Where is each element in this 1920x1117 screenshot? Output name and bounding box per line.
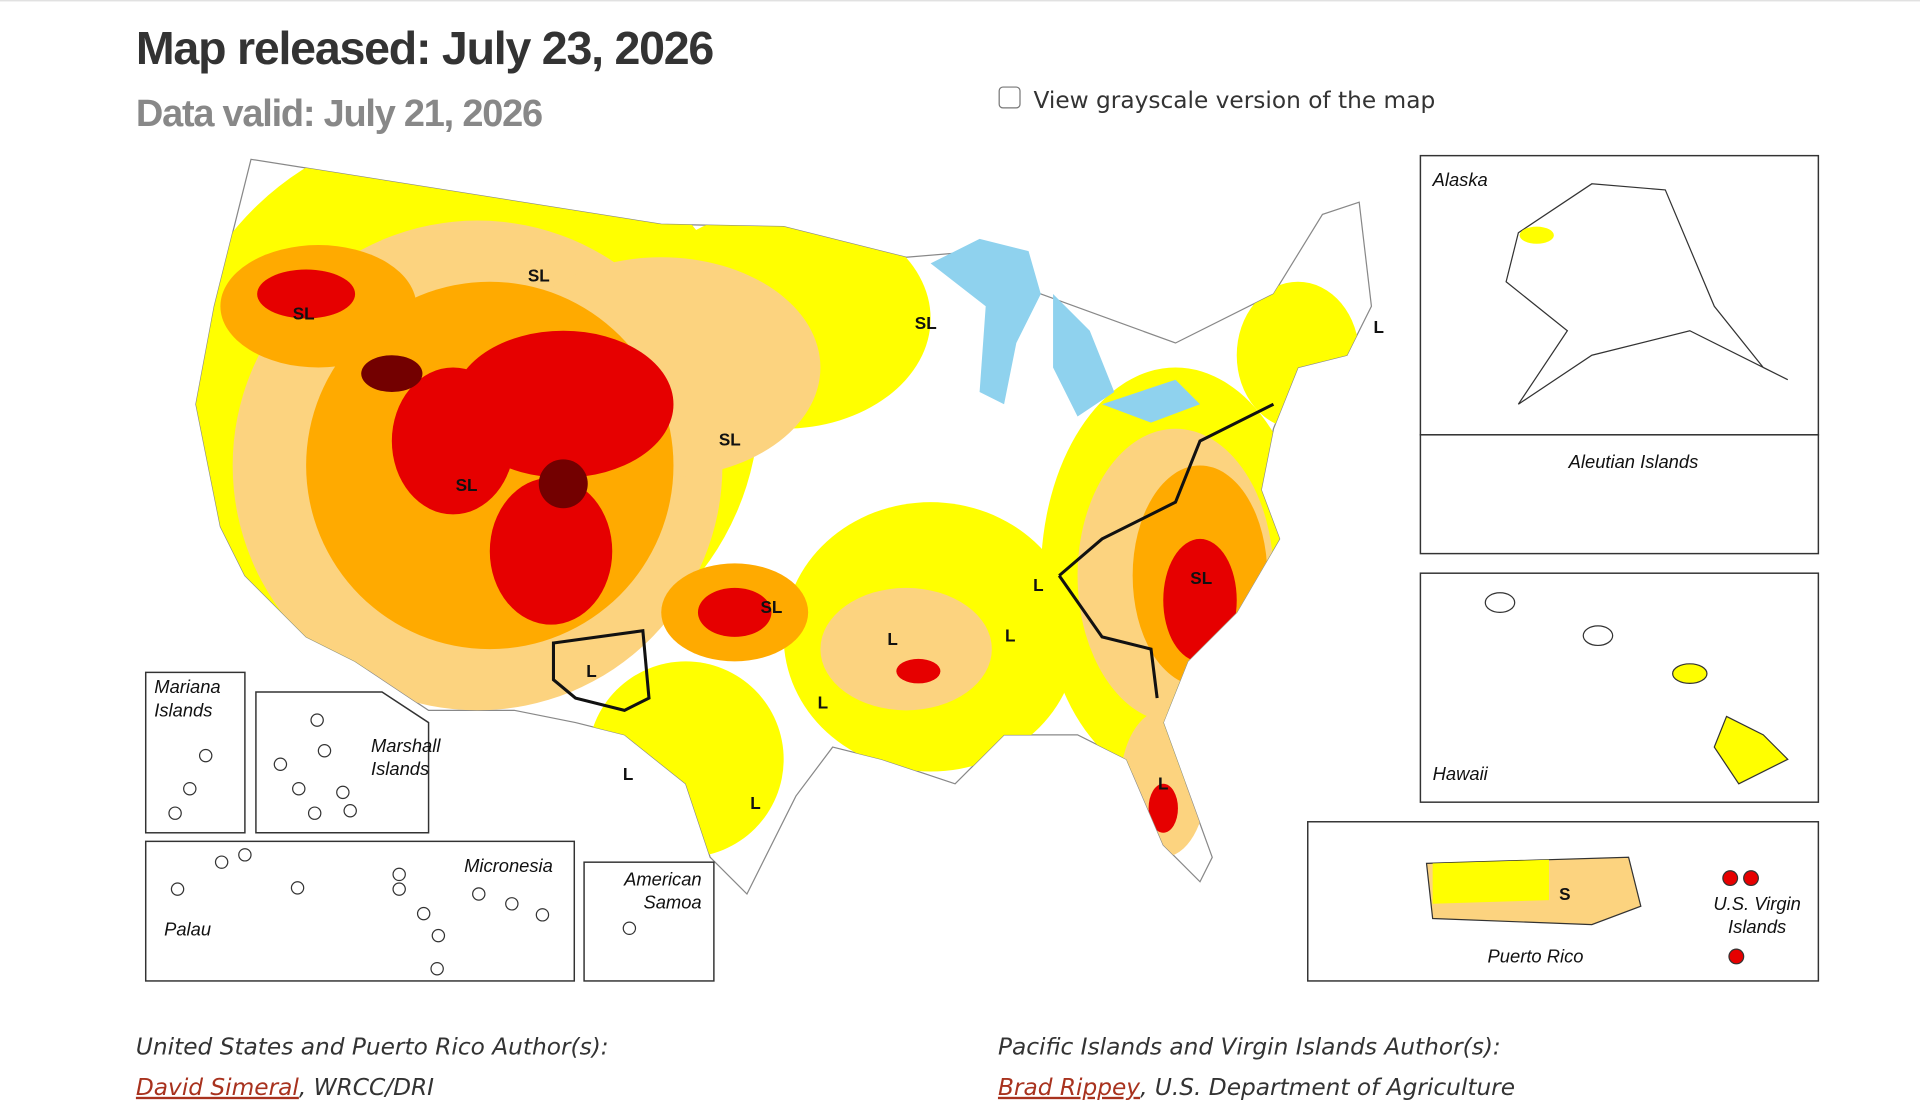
drought-area <box>1519 226 1554 244</box>
island <box>1743 870 1759 887</box>
impact-boundary <box>1057 402 1275 699</box>
inset-label: U.S. Virgin Islands <box>1713 893 1800 937</box>
inset-label: Marshall Islands <box>371 735 441 779</box>
inset-label: Micronesia <box>464 855 553 876</box>
author-heading: United States and Puerto Rico Author(s): <box>136 1033 609 1060</box>
island <box>1672 663 1708 685</box>
impact-label: SL <box>719 429 741 449</box>
author-link[interactable]: Brad Rippey <box>998 1074 1141 1101</box>
mariana-inset <box>144 671 246 834</box>
impact-label: L <box>1158 774 1168 794</box>
impact-label: L <box>1374 317 1384 337</box>
checkbox-label[interactable]: View grayscale version of the map <box>1033 87 1435 114</box>
inset-label-line: Mariana <box>154 676 220 697</box>
inset-label: Alaska <box>1432 169 1488 190</box>
impact-label: SL <box>456 475 478 495</box>
page-title: Map released: July 23, 2026 <box>136 22 714 74</box>
aleutian-inset <box>1419 434 1820 555</box>
grayscale-toggle[interactable]: View grayscale version of the map <box>998 86 1435 114</box>
impact-label: SL <box>760 597 782 617</box>
island-markers <box>168 713 637 976</box>
great-lakes <box>930 238 1200 423</box>
inset-label: American Samoa <box>623 868 702 912</box>
impact-label: L <box>887 629 897 649</box>
inset-label: Hawaii <box>1433 763 1489 784</box>
inset-label-line: Islands <box>154 699 212 720</box>
impact-label: SL <box>293 303 315 323</box>
author-link[interactable]: David Simeral <box>136 1074 299 1101</box>
inset-label-line: Islands <box>371 758 429 779</box>
inset-label-line: Marshall <box>371 735 441 756</box>
inset-label: Aleutian Islands <box>1568 451 1699 472</box>
inset-label-line: American <box>623 868 702 889</box>
inset-label-line: Islands <box>1728 916 1786 937</box>
impact-label: L <box>623 764 633 784</box>
drought-area <box>1432 859 1549 904</box>
inset-label: Puerto Rico <box>1488 946 1584 967</box>
impact-label: L <box>1033 575 1043 595</box>
impact-label: SL <box>528 265 550 285</box>
impact-label: SL <box>915 313 937 333</box>
impact-label: L <box>818 693 828 713</box>
inset-label: Palau <box>164 919 211 940</box>
island <box>1484 592 1516 613</box>
samoa-inset <box>583 861 715 982</box>
micronesia-inset <box>144 840 576 982</box>
impact-label: L <box>750 793 760 813</box>
impact-label: L <box>586 661 596 681</box>
island <box>1582 625 1614 647</box>
author-line: David Simeral, WRCC/DRI <box>136 1074 434 1101</box>
author-affiliation: , U.S. Department of Agriculture <box>1140 1074 1515 1101</box>
impact-label: L <box>1005 625 1015 645</box>
hawaii-island <box>1713 715 1789 785</box>
page-subtitle: Data valid: July 21, 2026 <box>136 93 542 135</box>
marshall-inset <box>255 691 430 834</box>
alaska-shape <box>1505 183 1789 405</box>
inset-label-line: U.S. Virgin <box>1713 893 1800 914</box>
checkbox[interactable] <box>998 86 1021 109</box>
author-heading: Pacific Islands and Virgin Islands Autho… <box>998 1033 1501 1060</box>
alaska-inset <box>1419 154 1820 436</box>
impact-label: S <box>1559 884 1570 904</box>
inset-label-line: Samoa <box>643 892 701 913</box>
impact-boundary <box>551 629 651 712</box>
inset-label: Mariana Islands <box>154 676 220 720</box>
insets: Alaska Aleutian Islands Hawaii S Puerto … <box>144 154 1820 982</box>
island <box>1728 948 1745 965</box>
author-line: Brad Rippey, U.S. Department of Agricult… <box>998 1074 1515 1101</box>
island <box>1722 870 1739 887</box>
author-affiliation: , WRCC/DRI <box>299 1074 434 1101</box>
impact-label: SL <box>1190 568 1212 588</box>
authors: United States and Puerto Rico Author(s):… <box>136 1033 1515 1100</box>
